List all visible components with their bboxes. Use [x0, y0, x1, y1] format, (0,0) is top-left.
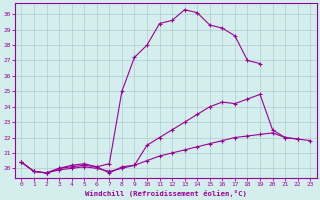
X-axis label: Windchill (Refroidissement éolien,°C): Windchill (Refroidissement éolien,°C): [85, 190, 247, 197]
